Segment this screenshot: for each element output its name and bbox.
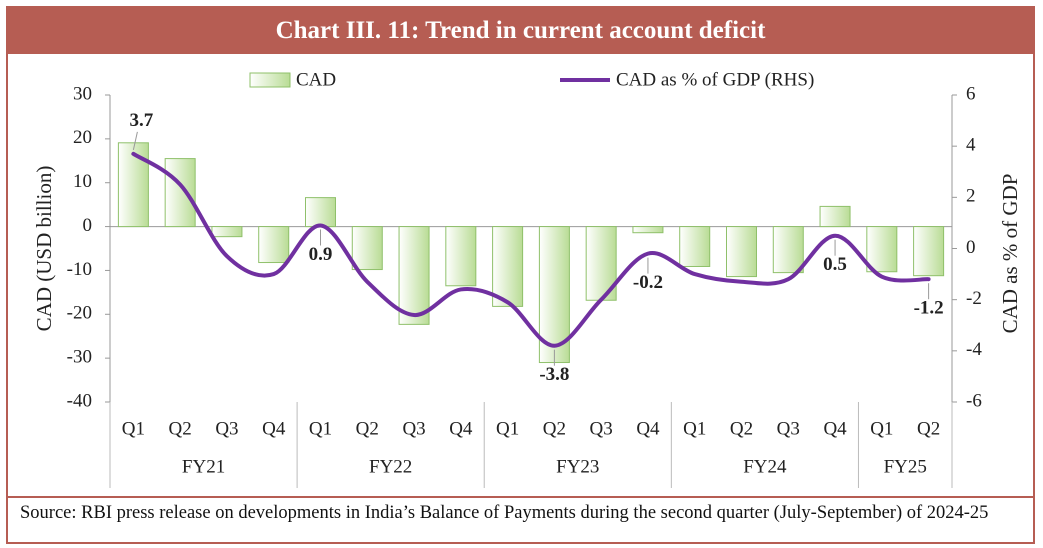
- data-label: -3.8: [539, 364, 569, 385]
- bar: [632, 226, 664, 234]
- x-tick-label: Q2: [169, 418, 192, 439]
- x-tick-label: Q4: [262, 418, 286, 439]
- group-label: FY21: [182, 456, 225, 477]
- bar: [117, 142, 149, 228]
- x-tick-label: Q1: [122, 418, 145, 439]
- legend-swatch: [249, 72, 291, 88]
- x-tick-label: Q3: [590, 418, 613, 439]
- legend-label: CAD: [296, 69, 336, 90]
- data-label: 3.7: [130, 110, 154, 131]
- line: [131, 151, 931, 348]
- x-tick-label: Q3: [777, 418, 800, 439]
- group-label: FY24: [743, 456, 787, 477]
- y-tick-label: 20: [73, 127, 92, 148]
- bar: [445, 226, 477, 287]
- bar: [492, 226, 524, 307]
- data-label: -1.2: [914, 298, 944, 319]
- y-tick-label: -40: [67, 390, 92, 411]
- bar: [211, 226, 243, 238]
- y2-tick-label: -4: [966, 339, 982, 360]
- x-tick-label: Q3: [215, 418, 238, 439]
- y-tick-label: 0: [83, 215, 93, 236]
- x-tick-label: Q4: [636, 418, 660, 439]
- y-tick-label: 10: [73, 171, 92, 192]
- bar: [866, 226, 898, 273]
- y2-tick-label: 6: [966, 83, 976, 104]
- y2-tick-label: 0: [966, 237, 976, 258]
- x-tick-label: Q1: [683, 418, 706, 439]
- x-tick-label: Q4: [823, 418, 847, 439]
- y-tick-label: -20: [67, 303, 92, 324]
- data-label: 0.9: [309, 244, 333, 265]
- bar: [726, 226, 757, 278]
- bar: [772, 226, 804, 274]
- x-tick-label: Q3: [402, 418, 425, 439]
- x-tick-label: Q1: [496, 418, 519, 439]
- x-tick-label: Q2: [917, 418, 940, 439]
- bar: [819, 205, 851, 228]
- x-tick-label: Q2: [356, 418, 379, 439]
- y2-tick-label: 4: [966, 135, 976, 156]
- legend-label: CAD as % of GDP (RHS): [616, 69, 814, 90]
- x-tick-label: Q1: [870, 418, 893, 439]
- y2-tick-label: -2: [966, 288, 982, 309]
- y-axis-title: CAD (USD billion): [32, 166, 56, 332]
- group-label: FY23: [556, 456, 599, 477]
- group-label: FY25: [884, 456, 927, 477]
- label-leader: [132, 131, 138, 150]
- data-label: 0.5: [823, 254, 847, 275]
- bar: [305, 197, 336, 228]
- y-tick-label: -10: [67, 259, 92, 280]
- y2-tick-label: -6: [966, 390, 982, 411]
- y2-axis-title: CAD as % of GDP: [998, 174, 1022, 334]
- bar: [164, 158, 196, 228]
- bar: [398, 226, 430, 325]
- chart-title: Chart III. 11: Trend in current account …: [8, 8, 1033, 54]
- y-tick-label: -30: [67, 347, 92, 368]
- x-tick-label: Q1: [309, 418, 332, 439]
- source-note: Source: RBI press release on development…: [8, 496, 1033, 544]
- chart-frame: Chart III. 11: Trend in current account …: [6, 6, 1035, 544]
- data-label: -0.2: [633, 272, 663, 293]
- y-tick-label: 30: [73, 83, 92, 104]
- x-tick-label: Q4: [449, 418, 473, 439]
- x-tick-label: Q2: [543, 418, 566, 439]
- bar: [679, 226, 711, 267]
- bar: [351, 226, 383, 271]
- bar: [913, 226, 945, 277]
- bar: [258, 226, 290, 264]
- group-label: FY22: [369, 456, 412, 477]
- x-tick-label: Q2: [730, 418, 753, 439]
- y2-tick-label: 2: [966, 186, 976, 207]
